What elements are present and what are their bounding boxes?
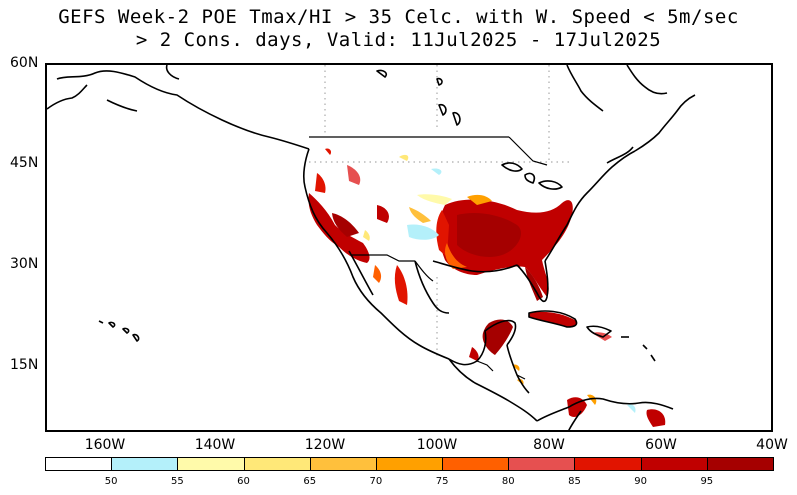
map-title-line-1: GEFS Week-2 POE Tmax/HI > 35 Celc. with …	[58, 6, 739, 28]
colorbar-tick-label: 65	[303, 476, 317, 487]
colorbar-tick-label: 60	[237, 476, 250, 487]
colorbar-swatch	[309, 457, 377, 471]
colorbar-tick-label: 70	[369, 476, 383, 487]
colorbar-tick-label: 95	[700, 476, 714, 487]
lon-label-160w: 160W	[84, 437, 126, 453]
colorbar-swatch	[640, 457, 708, 471]
colorbar-swatch	[111, 457, 179, 471]
lon-label-120w: 120W	[304, 437, 346, 453]
lat-label-60n: 60N	[10, 55, 39, 71]
probability-shading	[308, 148, 666, 427]
lon-label-140w: 140W	[194, 437, 236, 453]
colorbar-swatch	[375, 457, 444, 471]
colorbar-tick-label: 90	[634, 476, 647, 487]
map-svg	[47, 65, 696, 430]
colorbar-swatch	[243, 457, 311, 471]
map-title-line-2: > 2 Cons. days, Valid: 11Jul2025 - 17Jul…	[135, 29, 662, 51]
lat-label-30n: 30N	[10, 256, 39, 272]
colorbar-swatch	[442, 457, 510, 471]
colorbar-swatch	[177, 457, 245, 471]
colorbar-swatch	[706, 457, 774, 471]
lon-label-80w: 80W	[533, 437, 565, 453]
map-panel	[45, 63, 773, 432]
colorbar-swatch	[508, 457, 576, 471]
lon-label-100w: 100W	[416, 437, 458, 453]
colorbar-swatch	[45, 457, 113, 471]
lon-label-60w: 60W	[645, 437, 677, 453]
colorbar-tick-label: 55	[170, 476, 184, 487]
colorbar-tick-label: 80	[501, 476, 515, 487]
political-borders	[309, 136, 548, 380]
lon-label-40w: 40W	[756, 437, 788, 453]
colorbar-tick-label: 85	[568, 476, 581, 487]
colorbar-tick-label: 75	[435, 476, 449, 487]
coastlines	[47, 65, 696, 430]
colorbar-swatch	[574, 457, 642, 471]
lat-label-45n: 45N	[10, 155, 39, 171]
gridlines	[309, 65, 572, 359]
lat-label-15n: 15N	[10, 357, 39, 373]
colorbar-tick-label: 50	[104, 476, 118, 487]
